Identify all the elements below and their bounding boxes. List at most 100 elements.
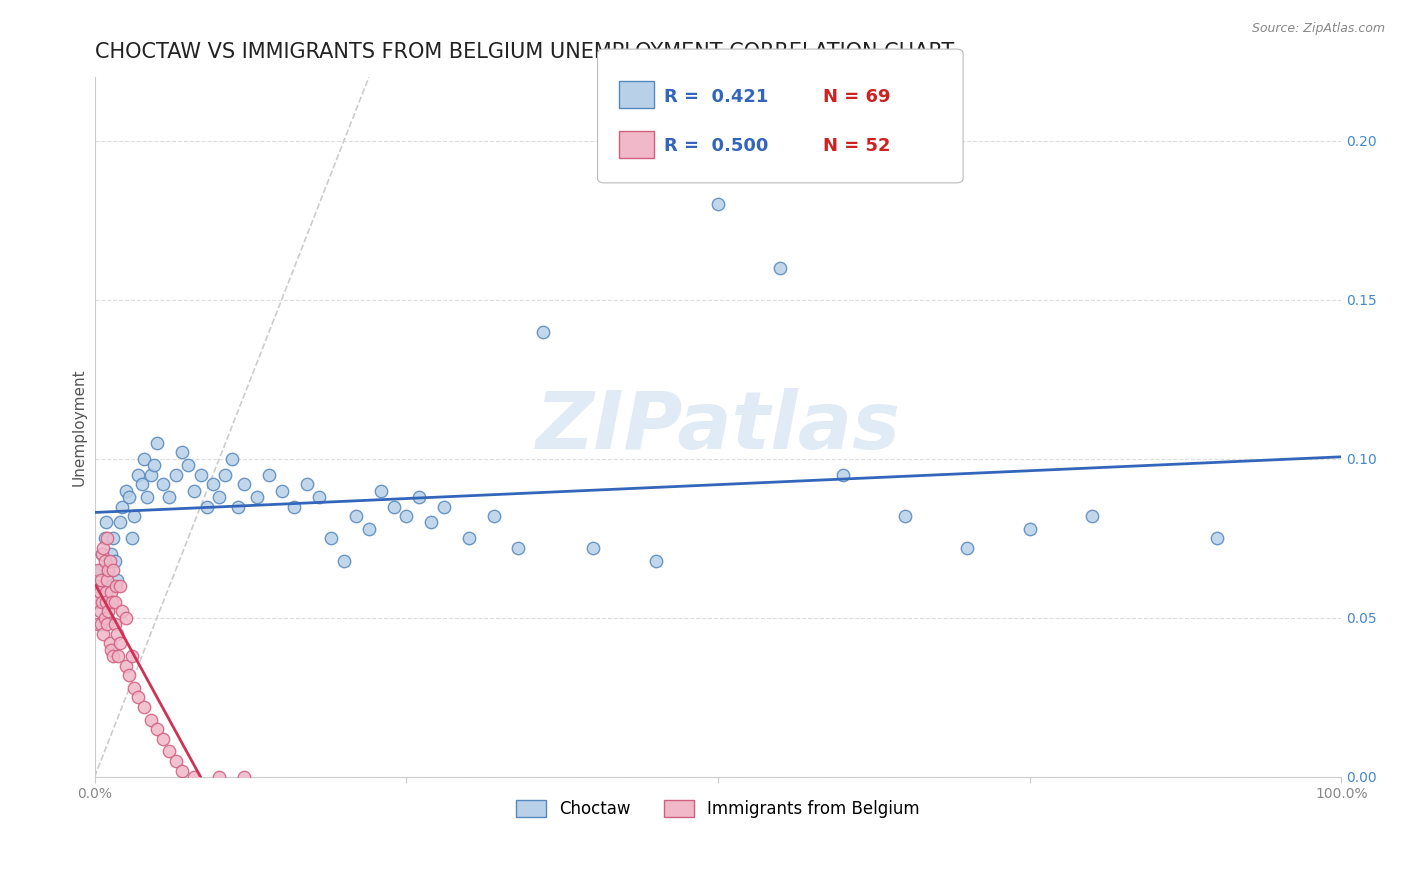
Point [582,541,605,555]
Point [91,547,114,561]
Point [831,467,853,482]
Point [146,436,169,450]
Point [91,541,114,555]
Point [103,648,125,663]
Point [395,509,418,524]
Point [87,563,110,577]
Point [107,648,129,663]
Point [103,553,125,567]
Point [124,509,146,524]
Point [98,553,121,567]
Point [94,595,117,609]
Point [165,754,187,768]
Point [96,563,118,577]
Point [707,197,730,211]
Point [134,451,156,466]
Point [91,626,114,640]
Point [214,467,236,482]
Point [121,532,143,546]
Point [118,490,141,504]
Point [127,467,149,482]
Point [139,467,162,482]
Point [170,764,193,778]
Point [344,509,367,524]
Point [103,595,125,609]
Point [357,522,380,536]
Point [233,477,256,491]
Point [101,595,124,609]
Point [91,547,114,561]
Point [90,573,112,587]
Point [295,477,318,491]
Point [1205,532,1227,546]
Point [152,477,174,491]
Point [108,516,131,530]
Point [894,509,917,524]
Point [202,477,225,491]
Legend: Choctaw, Immigrants from Belgium: Choctaw, Immigrants from Belgium [509,793,927,824]
Point [195,500,218,514]
Point [1081,509,1104,524]
Point [165,467,187,482]
Point [321,532,343,546]
Point [105,573,128,587]
Point [508,541,530,555]
Point [177,458,200,473]
Point [769,260,792,275]
Point [121,648,143,663]
Point [100,585,122,599]
Point [183,483,205,498]
Point [143,458,166,473]
Point [111,500,134,514]
Point [89,605,111,619]
Point [97,605,120,619]
Point [90,617,112,632]
Point [97,595,120,609]
Text: ZIPatlas: ZIPatlas [536,388,900,466]
Point [97,563,120,577]
Point [157,490,180,504]
Point [382,500,405,514]
Point [283,500,305,514]
Point [91,579,114,593]
Point [183,770,205,784]
Point [90,563,112,577]
Text: R =  0.421: R = 0.421 [664,87,768,105]
Point [457,532,479,546]
Point [190,467,212,482]
Point [84,595,107,609]
Point [482,509,505,524]
Point [139,713,162,727]
Point [233,770,256,784]
Point [257,467,280,482]
Text: N = 52: N = 52 [823,137,890,155]
Point [246,490,269,504]
Point [270,483,292,498]
Point [100,642,122,657]
Point [308,490,330,504]
Point [100,547,122,561]
Point [127,690,149,705]
Text: CHOCTAW VS IMMIGRANTS FROM BELGIUM UNEMPLOYMENT CORRELATION CHART: CHOCTAW VS IMMIGRANTS FROM BELGIUM UNEMP… [94,42,953,62]
Point [89,585,111,599]
Point [93,532,115,546]
Point [98,636,121,650]
Point [1018,522,1040,536]
Point [93,611,115,625]
Point [103,617,125,632]
Text: N = 69: N = 69 [823,87,890,105]
Point [433,500,456,514]
Point [370,483,392,498]
Point [94,516,117,530]
Point [103,563,125,577]
Point [93,553,115,567]
Point [87,617,110,632]
Point [91,595,114,609]
Point [105,626,128,640]
Point [118,668,141,682]
Point [96,617,118,632]
Point [108,579,131,593]
Point [170,445,193,459]
Point [111,605,134,619]
Point [103,532,125,546]
